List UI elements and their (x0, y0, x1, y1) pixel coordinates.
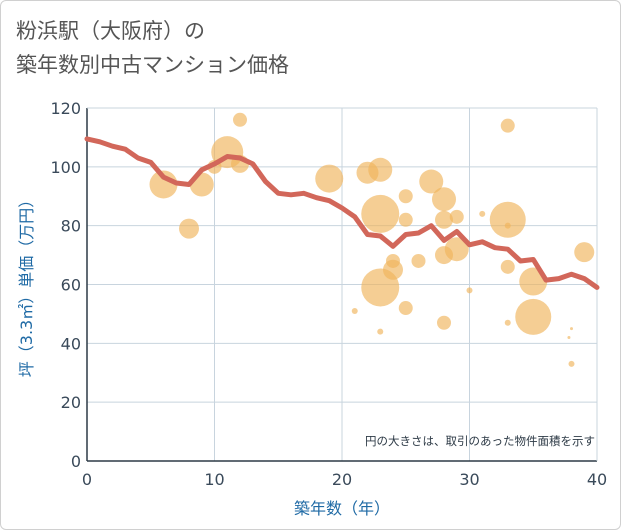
bubble-point (479, 210, 486, 217)
bubble-point (567, 335, 571, 339)
chart-title-line2: 築年数別中古マンション価格 (16, 53, 289, 77)
bubble-point (515, 298, 552, 335)
bubble-point (377, 328, 384, 335)
y-axis-label: 坪（3.3㎡）単価（万円） (17, 192, 36, 377)
chart-title-line1: 粉浜駅（大阪府）の (16, 19, 205, 43)
bubble-point (351, 307, 358, 314)
bubble-point (444, 237, 469, 262)
x-tick-label: 40 (587, 470, 607, 489)
bubble-point (500, 118, 515, 133)
bubble-point (435, 210, 453, 229)
bubble-point (398, 301, 413, 316)
x-tick-label: 10 (204, 470, 224, 489)
chart-note: 円の大きさは、取引のあった物件面積を示す (365, 434, 595, 448)
y-tick-label: 0 (71, 452, 81, 471)
bubble-point (574, 242, 595, 263)
bubble-point (233, 112, 247, 127)
y-tick-label: 20 (61, 393, 81, 412)
bubble-point (315, 164, 344, 193)
price-line-layer (84, 136, 600, 290)
bubble-point (489, 201, 526, 238)
y-tick-label: 60 (61, 276, 81, 295)
x-tick-label: 0 (82, 470, 92, 489)
bubble-point (500, 259, 515, 274)
y-tick-label: 120 (50, 99, 81, 118)
bubble-point (368, 157, 393, 182)
bubble-point (398, 189, 413, 204)
price-line (84, 136, 600, 290)
bubble-point (466, 287, 473, 294)
chart-title: 粉浜駅（大阪府）の 築年数別中古マンション価格 (16, 14, 289, 82)
bubble-point (504, 222, 511, 229)
bubble-point (383, 259, 403, 280)
bubble-point (179, 218, 199, 239)
y-tick-label: 80 (61, 217, 81, 236)
bubble-point (437, 315, 451, 330)
x-axis-label: 築年数（年） (294, 499, 390, 518)
bubble-point (149, 170, 178, 199)
bubble-point (449, 209, 464, 224)
bubble-point (419, 169, 444, 194)
y-tick-label: 40 (61, 334, 81, 353)
x-tick-label: 20 (332, 470, 352, 489)
bubble-point (504, 319, 511, 326)
bubble-point (432, 187, 456, 212)
x-tick-label: 30 (459, 470, 479, 489)
tick-labels: 0 20 40 60 80 100 120 0 10 20 30 40 (50, 99, 607, 489)
bubble-point (398, 212, 413, 227)
bubble-layer (149, 112, 595, 367)
bubble-point (361, 194, 400, 233)
bubble-point (568, 360, 575, 367)
bubble-point (411, 253, 426, 268)
bubble-point (570, 327, 573, 331)
y-tick-label: 100 (50, 158, 81, 177)
